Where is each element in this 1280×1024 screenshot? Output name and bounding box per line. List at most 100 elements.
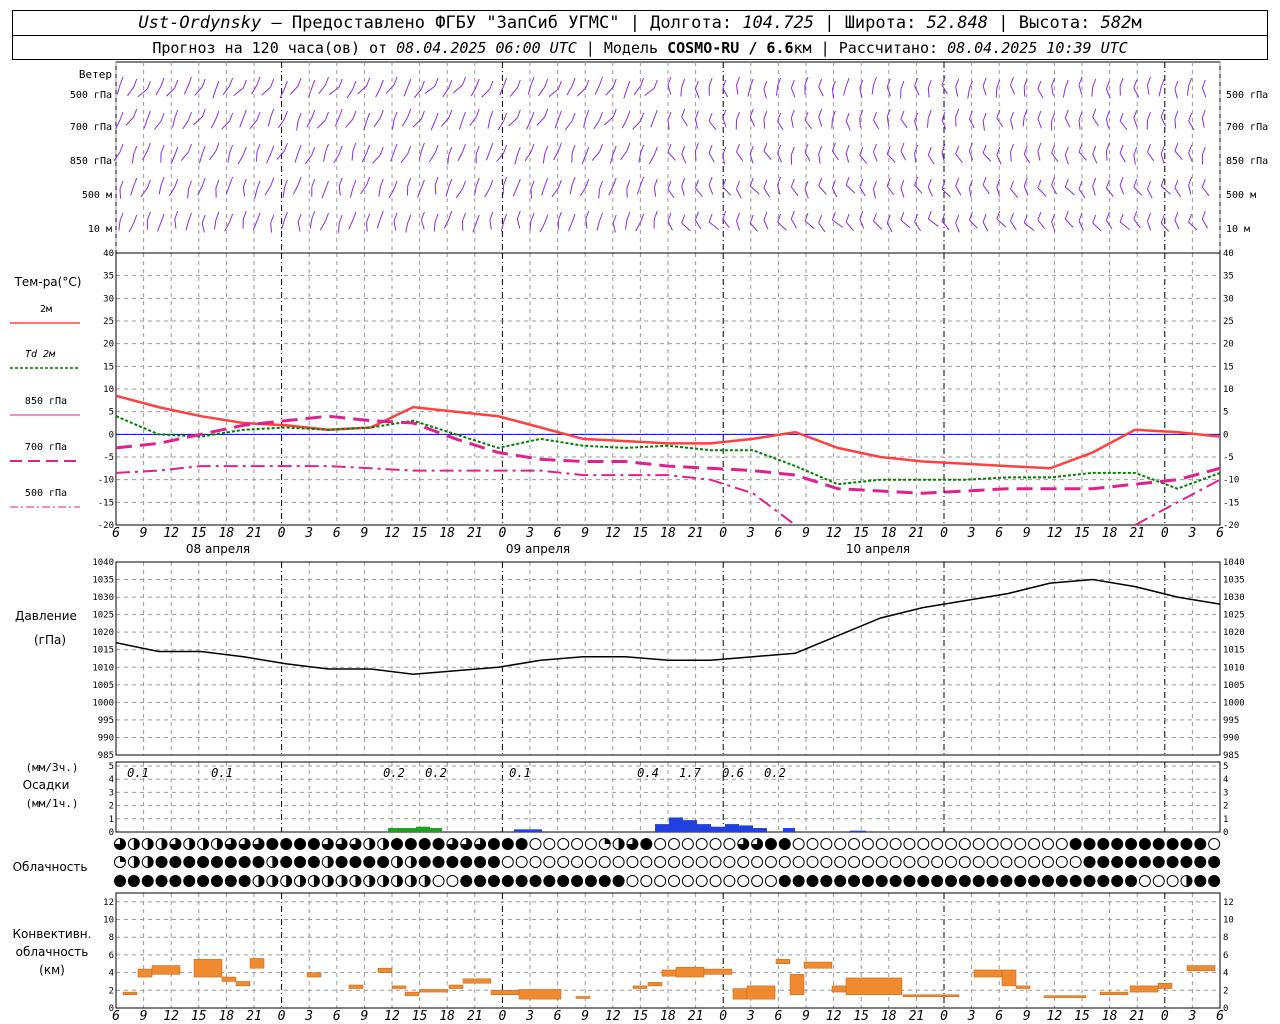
wind-barb-flag	[434, 176, 439, 186]
wind-barb-flag	[694, 211, 699, 221]
temp-hour-label: 0	[278, 526, 286, 541]
conv-hour-label: 6	[774, 1009, 782, 1024]
conv-bar	[404, 991, 420, 996]
cloud-symbol	[848, 838, 861, 850]
wind-barb-flag	[667, 76, 672, 86]
cloud-symbol	[972, 856, 985, 868]
wind-barb-flag	[160, 144, 165, 154]
wind-barb-flag	[325, 143, 329, 153]
wind-barb-flag	[1174, 110, 1179, 120]
temp-series-0	[115, 394, 1221, 470]
wind-barb-flag	[366, 112, 371, 122]
wind-barb	[1158, 86, 1162, 97]
wind-barb	[1064, 117, 1071, 128]
wind-barb	[338, 222, 340, 233]
wind-barb	[1010, 151, 1012, 162]
cloud-symbol-fill	[640, 838, 652, 850]
cloud-symbol-fill	[1194, 875, 1206, 887]
wind-barb	[1119, 120, 1128, 131]
wind-barb-flag	[886, 214, 891, 224]
cloud-symbol-fill	[272, 875, 278, 887]
wind-barb	[539, 222, 546, 233]
wind-barb	[1106, 187, 1114, 197]
wind-barb-flag	[489, 110, 494, 120]
wind-barb-flag	[982, 176, 987, 186]
wind-barb-flag	[873, 143, 877, 153]
wind-barb	[1174, 187, 1182, 198]
wind-barb	[667, 84, 672, 95]
conv-bar	[235, 981, 251, 987]
wind-barb-flag	[475, 214, 480, 224]
cloud-symbol	[889, 838, 902, 850]
precip-ytick-left: 0	[109, 828, 114, 838]
conv-hour-label: 18	[439, 1009, 455, 1024]
wind-barb	[635, 221, 642, 232]
wind-barb-flag	[859, 79, 864, 89]
conv-bar	[193, 959, 223, 978]
conv-hour-label: 9	[140, 1009, 148, 1024]
wind-barb	[329, 86, 340, 95]
wind-barb	[1174, 118, 1177, 129]
cloud-symbol-fill	[294, 856, 306, 868]
wind-barb	[790, 87, 796, 98]
wind-barb	[183, 84, 189, 95]
wind-barb-flag	[626, 142, 631, 152]
wind-barb	[681, 153, 687, 164]
temp-ytick-right: 0	[1223, 430, 1228, 440]
cloud-symbol	[668, 856, 680, 868]
precip-ytick-right: 1	[1223, 815, 1228, 825]
cloud-symbol	[861, 856, 874, 868]
wind-barb-flag	[201, 214, 206, 224]
precip-ytick-left: 3	[109, 788, 114, 798]
wind-barb-flag	[297, 213, 302, 223]
temp-hour-label: 15	[853, 526, 869, 541]
conv-bar	[419, 989, 449, 993]
cloud-symbol-fill	[973, 875, 985, 887]
wind-level-left: 500 м	[82, 190, 112, 201]
temp-ytick-left: -10	[98, 476, 114, 486]
wind-barb	[157, 221, 162, 232]
cloud-symbol-fill	[779, 875, 791, 887]
cloud-symbol-fill	[272, 856, 278, 868]
pressure-ytick-right: 1000	[1223, 698, 1245, 708]
wind-barb-flag	[503, 213, 508, 223]
cloud-symbol-fill	[169, 838, 181, 850]
wind-barb	[1160, 185, 1171, 195]
conv-hour-label: 18	[1102, 1009, 1118, 1024]
wind-barb	[242, 186, 246, 197]
wind-barb	[1119, 221, 1131, 231]
wind-barb	[1037, 88, 1044, 99]
wind-barb-flag	[557, 80, 562, 90]
wind-barb	[197, 185, 203, 196]
wind-barb-flag	[599, 143, 603, 153]
wind-barb	[524, 151, 532, 162]
cloud-symbol-fill	[626, 838, 638, 850]
cloud-symbol-fill	[1139, 838, 1151, 850]
wind-barb-flag	[1023, 145, 1028, 155]
wind-barb-flag	[996, 146, 1001, 156]
wind-barb-flag	[818, 108, 823, 118]
conv-ytick-right: 6	[1223, 951, 1228, 961]
cloud-symbol-fill	[128, 875, 140, 887]
wind-barb-flag	[640, 213, 645, 223]
wind-barb	[818, 116, 823, 127]
wind-barb	[400, 153, 409, 164]
wind-barb-flag	[379, 79, 384, 89]
cloud-symbol	[640, 856, 653, 868]
wind-barb-flag	[982, 77, 987, 87]
wind-barb-flag	[873, 111, 877, 121]
wind-barb-flag	[955, 145, 960, 155]
wind-barb	[516, 218, 521, 229]
wind-barb	[1051, 85, 1054, 96]
conv-bar	[1015, 985, 1031, 989]
wind-barb	[391, 119, 395, 130]
wind-barb-flag	[462, 180, 466, 190]
cloud-symbol-fill	[834, 875, 846, 887]
wind-barb	[170, 154, 176, 165]
wind-barb	[1105, 219, 1113, 230]
cloud-symbol-fill	[460, 838, 472, 850]
temp-ytick-left: 35	[103, 272, 114, 282]
wind-barb-flag	[448, 210, 453, 220]
wind-barb	[747, 86, 751, 97]
wind-barb	[648, 154, 655, 165]
